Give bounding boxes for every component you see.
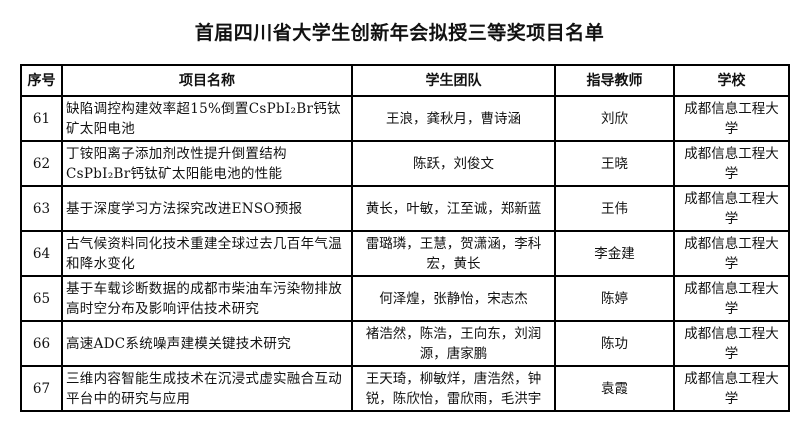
cell-advisor: 王晓 xyxy=(554,140,675,187)
cell-project: 三维内容智能生成技术在沉浸式虚实融合互动平台中的研究与应用 xyxy=(61,365,353,412)
cell-advisor: 陈功 xyxy=(554,320,675,367)
cell-project: 丁铵阳离子添加剂改性提升倒置结构CsPbI₂Br钙钛矿太阳能电池的性能 xyxy=(61,140,353,187)
cell-team: 王天琦，柳敏烊，唐浩然，钟锐，陈欣怡，雷欣雨，毛洪宇 xyxy=(351,365,556,412)
cell-team: 王浪，龚秋月，曹诗涵 xyxy=(351,95,556,142)
cell-advisor: 陈婷 xyxy=(554,275,675,322)
table-row: 64 古气候资料同化技术重建全球过去几百年气温和降水变化 雷璐璘，王慧，贺潇涵，李科… xyxy=(20,230,790,277)
table-row: 66 高速ADC系统噪声建模关键技术研究 褚浩然，陈浩，王向东，刘润源，唐家鹏 陈功成… xyxy=(20,320,790,367)
cell-advisor: 王伟 xyxy=(554,185,675,232)
cell-school: 成都信息工程大学 xyxy=(673,320,790,367)
header-project: 项目名称 xyxy=(61,64,353,97)
table-header-row: 序号 项目名称 学生团队 指导教师 学校 xyxy=(20,64,790,97)
cell-project: 基于车载诊断数据的成都市柴油车污染物排放高时空分布及影响评估技术研究 xyxy=(61,275,353,322)
cell-school: 成都信息工程大学 xyxy=(673,365,790,412)
cell-no: 64 xyxy=(20,230,63,277)
document-title: 首届四川省大学生创新年会拟授三等奖项目名单 xyxy=(194,22,605,44)
cell-no: 67 xyxy=(20,365,63,412)
cell-project: 古气候资料同化技术重建全球过去几百年气温和降水变化 xyxy=(61,230,353,277)
cell-team: 褚浩然，陈浩，王向东，刘润源，唐家鹏 xyxy=(351,320,556,367)
cell-no: 63 xyxy=(20,185,63,232)
cell-advisor: 李金建 xyxy=(554,230,675,277)
header-advisor: 指导教师 xyxy=(554,64,675,97)
cell-school: 成都信息工程大学 xyxy=(673,95,790,142)
cell-school: 成都信息工程大学 xyxy=(673,140,790,187)
cell-project: 高速ADC系统噪声建模关键技术研究 xyxy=(61,320,353,367)
table-row: 62 丁铵阳离子添加剂改性提升倒置结构CsPbI₂Br钙钛矿太阳能电池的性能 陈跃，… xyxy=(20,140,790,187)
header-team: 学生团队 xyxy=(351,64,556,97)
award-table: 序号 项目名称 学生团队 指导教师 学校 61 缺陷调控构建效率超15%倒置CsP… xyxy=(20,64,790,412)
header-school: 学校 xyxy=(673,64,790,97)
cell-school: 成都信息工程大学 xyxy=(673,185,790,232)
cell-school: 成都信息工程大学 xyxy=(673,230,790,277)
cell-team: 何泽煌，张静怡，宋志杰 xyxy=(351,275,556,322)
cell-no: 61 xyxy=(20,95,63,142)
cell-team: 雷璐璘，王慧，贺潇涵，李科宏，黄长 xyxy=(351,230,556,277)
cell-team: 黄长，叶敏，江至诚，郑新蓝 xyxy=(351,185,556,232)
header-no: 序号 xyxy=(20,64,63,97)
cell-school: 成都信息工程大学 xyxy=(673,275,790,322)
cell-advisor: 袁霞 xyxy=(554,365,675,412)
cell-advisor: 刘欣 xyxy=(554,95,675,142)
table-row: 67 三维内容智能生成技术在沉浸式虚实融合互动平台中的研究与应用 王天琦，柳敏烊，唐… xyxy=(20,365,790,412)
table-row: 65 基于车载诊断数据的成都市柴油车污染物排放高时空分布及影响评估技术研究 何泽煌，… xyxy=(20,275,790,322)
cell-project: 基于深度学习方法探究改进ENSO预报 xyxy=(61,185,353,232)
cell-no: 62 xyxy=(20,140,63,187)
cell-no: 66 xyxy=(20,320,63,367)
cell-no: 65 xyxy=(20,275,63,322)
table-row: 63 基于深度学习方法探究改进ENSO预报 黄长，叶敏，江至诚，郑新蓝 王伟 成都信息工… xyxy=(20,185,790,232)
cell-project: 缺陷调控构建效率超15%倒置CsPbI₂Br钙钛矿太阳电池 xyxy=(61,95,353,142)
table-row: 61 缺陷调控构建效率超15%倒置CsPbI₂Br钙钛矿太阳电池 王浪，龚秋月，曹诗… xyxy=(20,95,790,142)
cell-team: 陈跃，刘俊文 xyxy=(351,140,556,187)
